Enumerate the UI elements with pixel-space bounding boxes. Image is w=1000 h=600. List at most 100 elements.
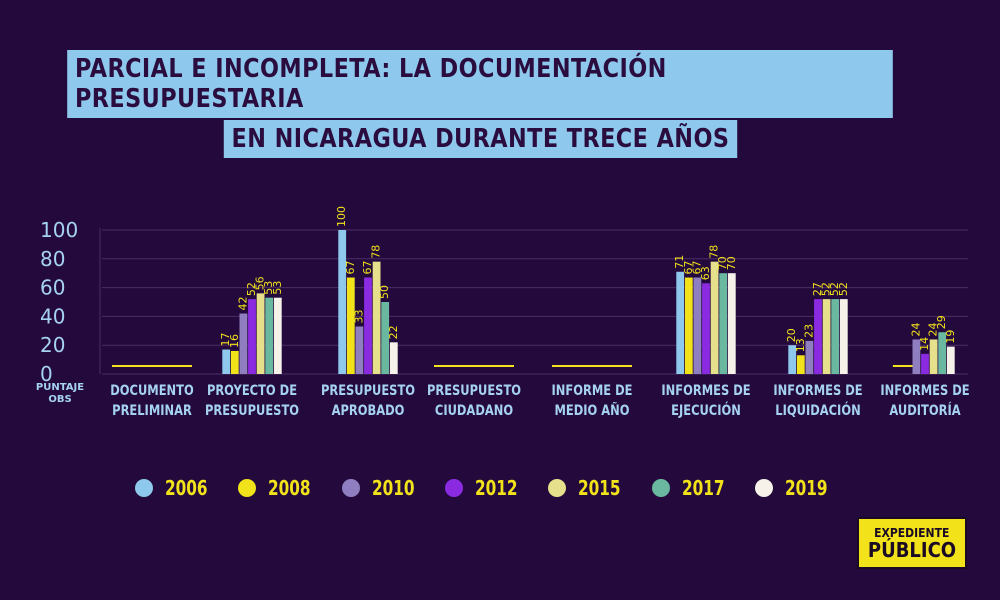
- category-label: INFORMES DE: [773, 383, 862, 399]
- data-label: 78: [708, 245, 721, 259]
- bar-2010: [912, 339, 921, 374]
- zero-value-line: [112, 365, 192, 367]
- data-label: 42: [236, 297, 249, 311]
- bar-2006: [676, 271, 685, 374]
- y-tick-label: 80: [40, 247, 65, 271]
- category-label: AUDITORÍA: [889, 402, 960, 419]
- bar-2019: [727, 273, 736, 374]
- legend-swatch: [238, 479, 257, 497]
- legend-item-2006: 2006: [135, 476, 215, 500]
- y-axis-label: PUNTAJE: [36, 382, 84, 393]
- bar-2010: [239, 313, 248, 374]
- legend-label: 2006: [165, 476, 208, 500]
- bar-2008: [230, 350, 239, 374]
- legend-label: 2015: [578, 476, 621, 500]
- category-label: PRESUPUESTO: [321, 383, 415, 399]
- data-label: 52: [837, 282, 850, 296]
- chart-legend: 2006 2008 2010 2012 2015 2017 2019: [135, 476, 835, 500]
- bar-2010: [693, 277, 702, 374]
- data-label: 53: [262, 281, 275, 295]
- bar-2015: [929, 339, 938, 374]
- data-label: 52: [820, 282, 833, 296]
- legend-swatch: [754, 479, 773, 497]
- bar-2019: [946, 346, 955, 374]
- bar-2008: [796, 355, 805, 374]
- bar-2012: [814, 299, 822, 374]
- data-label: 23: [802, 324, 815, 338]
- category-label: INFORME DE: [552, 383, 633, 399]
- expediente-publico-logo: EXPEDIENTE PÚBLICO: [857, 517, 967, 569]
- data-label: 78: [370, 245, 383, 259]
- data-label: 20: [785, 328, 798, 342]
- data-label: 100: [335, 206, 348, 227]
- logo-line-1: EXPEDIENTE: [874, 526, 950, 540]
- legend-label: 2019: [784, 476, 828, 500]
- data-label: 71: [673, 255, 686, 269]
- bar-2008: [346, 277, 355, 374]
- zero-value-line: [901, 365, 915, 367]
- data-label: 33: [352, 309, 365, 323]
- data-label: 13: [794, 338, 807, 352]
- y-tick-label: 100: [40, 218, 78, 242]
- y-axis-label: OBS: [48, 394, 71, 405]
- bar-2015: [256, 293, 265, 374]
- category-label: PRESUPUESTO: [205, 403, 299, 419]
- data-label: 67: [361, 261, 374, 275]
- bar-2006: [788, 345, 797, 374]
- bar-2019: [273, 297, 282, 374]
- data-label: 63: [699, 266, 712, 280]
- data-label: 16: [228, 334, 241, 348]
- bar-2017: [265, 297, 274, 374]
- legend-item-2017: 2017: [651, 476, 732, 500]
- data-label: 24: [909, 322, 922, 336]
- zero-value-line: [434, 365, 514, 367]
- y-tick-label: 60: [40, 276, 65, 300]
- bar-2010: [805, 340, 814, 374]
- data-label: 56: [254, 276, 267, 290]
- chart-title-line-2: EN NICARAGUA DURANTE TRECE AÑOS: [223, 120, 737, 158]
- data-label: 14: [918, 337, 931, 351]
- data-label: 70: [716, 256, 729, 270]
- bar-2010: [355, 326, 364, 374]
- bar-2017: [719, 273, 728, 374]
- category-label: DOCUMENTO: [110, 383, 194, 399]
- bar-2006: [222, 349, 231, 374]
- category-label: INFORMES DE: [661, 383, 750, 399]
- data-label: 67: [344, 261, 357, 275]
- legend-label: 2017: [681, 476, 725, 500]
- category-label: INFORMES DE: [880, 383, 969, 399]
- data-label: 19: [944, 330, 957, 344]
- data-label: 53: [271, 281, 284, 295]
- bar-2012: [702, 283, 710, 374]
- bar-2012: [248, 299, 256, 374]
- legend-swatch: [341, 479, 360, 497]
- bar-2008: [684, 277, 693, 374]
- logo-line-2: PÚBLICO: [867, 538, 957, 562]
- data-label: 27: [811, 282, 824, 296]
- bar-2017: [938, 332, 947, 374]
- category-label: LIQUIDACIÓN: [775, 402, 860, 419]
- zero-value-line: [552, 365, 632, 367]
- bar-2019: [389, 342, 398, 374]
- bar-2019: [839, 299, 848, 374]
- bar-2006: [338, 230, 347, 374]
- legend-item-2015: 2015: [548, 476, 628, 500]
- y-tick-label: 20: [40, 333, 65, 357]
- bar-2015: [710, 261, 719, 374]
- category-label: APROBADO: [332, 403, 405, 419]
- legend-swatch: [444, 479, 463, 497]
- category-label: CIUDADANO: [435, 403, 513, 419]
- legend-swatch: [651, 479, 670, 497]
- y-tick-label: 0: [40, 362, 53, 386]
- bar-2017: [381, 302, 390, 374]
- bar-2015: [372, 261, 381, 374]
- category-label: EJECUCIÓN: [671, 402, 741, 419]
- data-label: 17: [219, 333, 232, 347]
- category-label: PRELIMINAR: [112, 403, 192, 419]
- data-label: 22: [387, 325, 400, 339]
- chart-title: PARCIAL E INCOMPLETA: LA DOCUMENTACIÓN P…: [0, 50, 960, 158]
- category-label: PRESUPUESTO: [427, 383, 521, 399]
- data-label: 50: [378, 285, 391, 299]
- data-label: 52: [245, 282, 258, 296]
